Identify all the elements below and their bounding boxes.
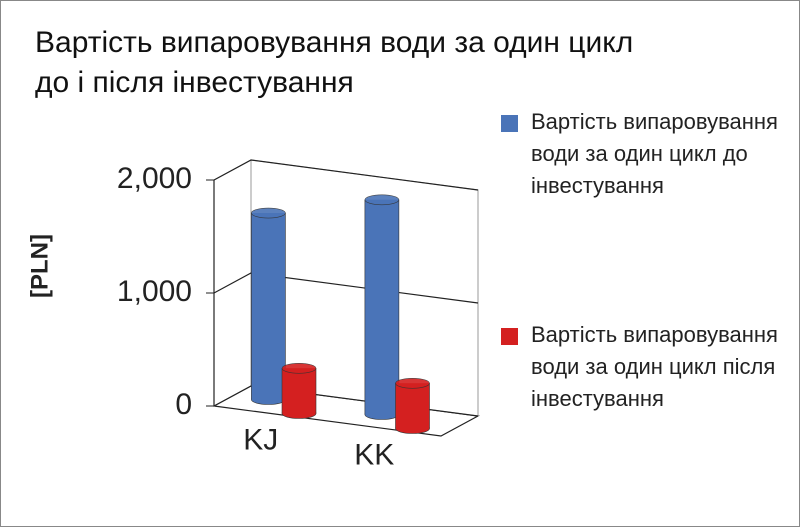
grid-line: [213, 159, 479, 191]
y-tick-label: 1,000: [117, 275, 192, 308]
bar: [364, 194, 400, 420]
legend-swatch: [501, 115, 518, 132]
legend-item: Вартість випаровування води за один цикл…: [501, 319, 791, 415]
grid-line: [213, 272, 479, 304]
bar-body: [395, 383, 430, 429]
bar-top: [364, 194, 400, 206]
y-tick-label: 0: [175, 388, 192, 421]
legend-swatch: [501, 328, 518, 345]
bar-body: [364, 199, 399, 415]
legend-label: Вартість випаровування води за один цикл…: [531, 109, 778, 198]
bar-top: [251, 207, 286, 219]
legend-item: Вартість випаровування води за один цикл…: [501, 106, 791, 202]
x-tick-label: KJ: [243, 423, 278, 456]
bar-body: [282, 368, 316, 414]
bar: [395, 377, 430, 434]
bar: [281, 362, 317, 419]
y-axis-label: [PLN]: [26, 234, 53, 298]
bar-top: [281, 362, 317, 374]
bar: [251, 207, 286, 405]
chart-title: Вартість випаровування води за один цикл…: [35, 26, 634, 99]
bar-body: [251, 213, 286, 400]
x-tick-label: KK: [354, 438, 394, 471]
y-tick-label: 2,000: [117, 162, 192, 195]
bar-top: [395, 377, 430, 389]
legend-label: Вартість випаровування води за один цикл…: [531, 322, 778, 411]
